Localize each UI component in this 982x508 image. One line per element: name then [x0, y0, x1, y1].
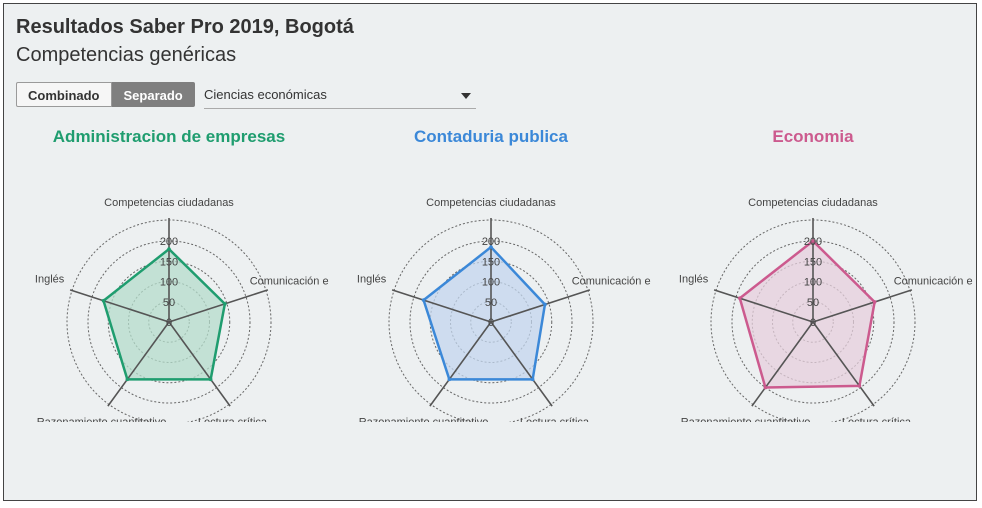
axis-label: Razonamiento cuantitativo [681, 416, 811, 422]
axis-label: Lectura crítica [198, 416, 268, 422]
data-polygon [422, 245, 547, 381]
data-point [208, 377, 213, 382]
axis-spoke [490, 321, 553, 407]
axis-label: Comunicación escrita [250, 276, 329, 288]
axis-label: Lectura crítica [842, 416, 912, 422]
tick-label: 150 [482, 256, 500, 268]
grid-ring [710, 219, 916, 422]
grid-ring [388, 219, 594, 422]
tick-label: 0 [488, 317, 494, 329]
radar-panel-2: Contaduria publica 0 50 100 150 200 Competenc… [331, 122, 651, 422]
tick-label: 150 [804, 256, 822, 268]
tick-label: 150 [160, 256, 178, 268]
tick-label: 0 [166, 317, 172, 329]
tick-label: 100 [482, 277, 500, 289]
tick-label: 50 [807, 297, 819, 309]
page-subtitle: Competencias genéricas [16, 44, 237, 66]
tick-label: 100 [804, 277, 822, 289]
data-point [543, 302, 547, 307]
axis-spoke [69, 289, 170, 323]
data-point [421, 298, 426, 302]
chart-frame: Resultados Saber Pro 2019, Bogotá Compet… [3, 3, 977, 501]
axis-label: Competencias ciudadanas [748, 197, 878, 209]
radar-chart: 0 50 100 150 200 Competencias ciudadanas Comun… [35, 197, 329, 422]
data-point [101, 298, 106, 303]
tick-label: 50 [485, 297, 497, 309]
separate-button[interactable]: Separado [111, 82, 195, 107]
data-point [125, 377, 130, 382]
tick-label: 100 [160, 277, 178, 289]
data-point [167, 247, 171, 251]
axis-label: Comunicación escrita [894, 276, 973, 288]
data-polygon [738, 239, 876, 389]
panel-title: Contaduria publica [414, 127, 568, 146]
data-point [447, 377, 452, 382]
axis-spoke [429, 321, 492, 407]
radar-chart: 0 50 100 150 200 Competencias ciudadanas Comun… [679, 197, 973, 422]
axis-spoke [812, 289, 913, 323]
data-point [872, 300, 877, 304]
radar-chart: 0 50 100 150 200 Competencias ciudadanas Comun… [357, 197, 651, 422]
panel-title: Economia [772, 127, 854, 146]
axis-label: Comunicación escrita [572, 276, 651, 288]
axis-spoke [168, 321, 231, 407]
data-point [530, 377, 535, 382]
axis-spoke [490, 289, 591, 323]
combined-button[interactable]: Combinado [16, 82, 112, 107]
axis-label: Razonamiento cuantitativo [37, 416, 167, 422]
axis-spoke [107, 321, 170, 407]
axis-spoke [168, 289, 269, 323]
tick-label: 200 [804, 236, 822, 248]
axis-spoke [812, 321, 875, 407]
data-point [738, 296, 742, 301]
tick-label: 200 [160, 236, 178, 248]
data-point [763, 385, 768, 390]
axis-spoke [391, 289, 492, 323]
radar-panel-1: Administracion de empresas 0 50 100 150 200 C… [9, 122, 329, 422]
axis-label: Razonamiento cuantitativo [359, 416, 489, 422]
axis-label: Inglés [357, 274, 387, 286]
tick-label: 50 [163, 297, 175, 309]
view-toggle: Combinado Separado [16, 82, 195, 107]
program-dropdown[interactable]: Ciencias económicas [204, 84, 476, 109]
axis-label: Inglés [679, 274, 709, 286]
data-point [223, 302, 227, 306]
page-title: Resultados Saber Pro 2019, Bogotá [16, 16, 354, 38]
data-point [489, 245, 493, 249]
radar-panel-3: Economia 0 50 100 150 200 Competencias ciudad… [653, 122, 973, 422]
axis-label: Lectura crítica [520, 416, 590, 422]
axis-label: Competencias ciudadanas [426, 197, 556, 209]
tick-label: 0 [810, 317, 816, 329]
panel-title: Administracion de empresas [52, 127, 286, 146]
axis-label: Competencias ciudadanas [104, 197, 234, 209]
data-point [811, 239, 815, 243]
tick-label: 200 [482, 236, 500, 248]
axis-spoke [751, 321, 814, 407]
data-polygon [102, 247, 227, 381]
axis-spoke [713, 289, 814, 323]
chevron-down-icon [461, 93, 471, 99]
grid-ring [66, 219, 272, 422]
axis-label: Inglés [35, 274, 65, 286]
dropdown-value: Ciencias económicas [204, 87, 327, 102]
data-point [857, 384, 862, 388]
